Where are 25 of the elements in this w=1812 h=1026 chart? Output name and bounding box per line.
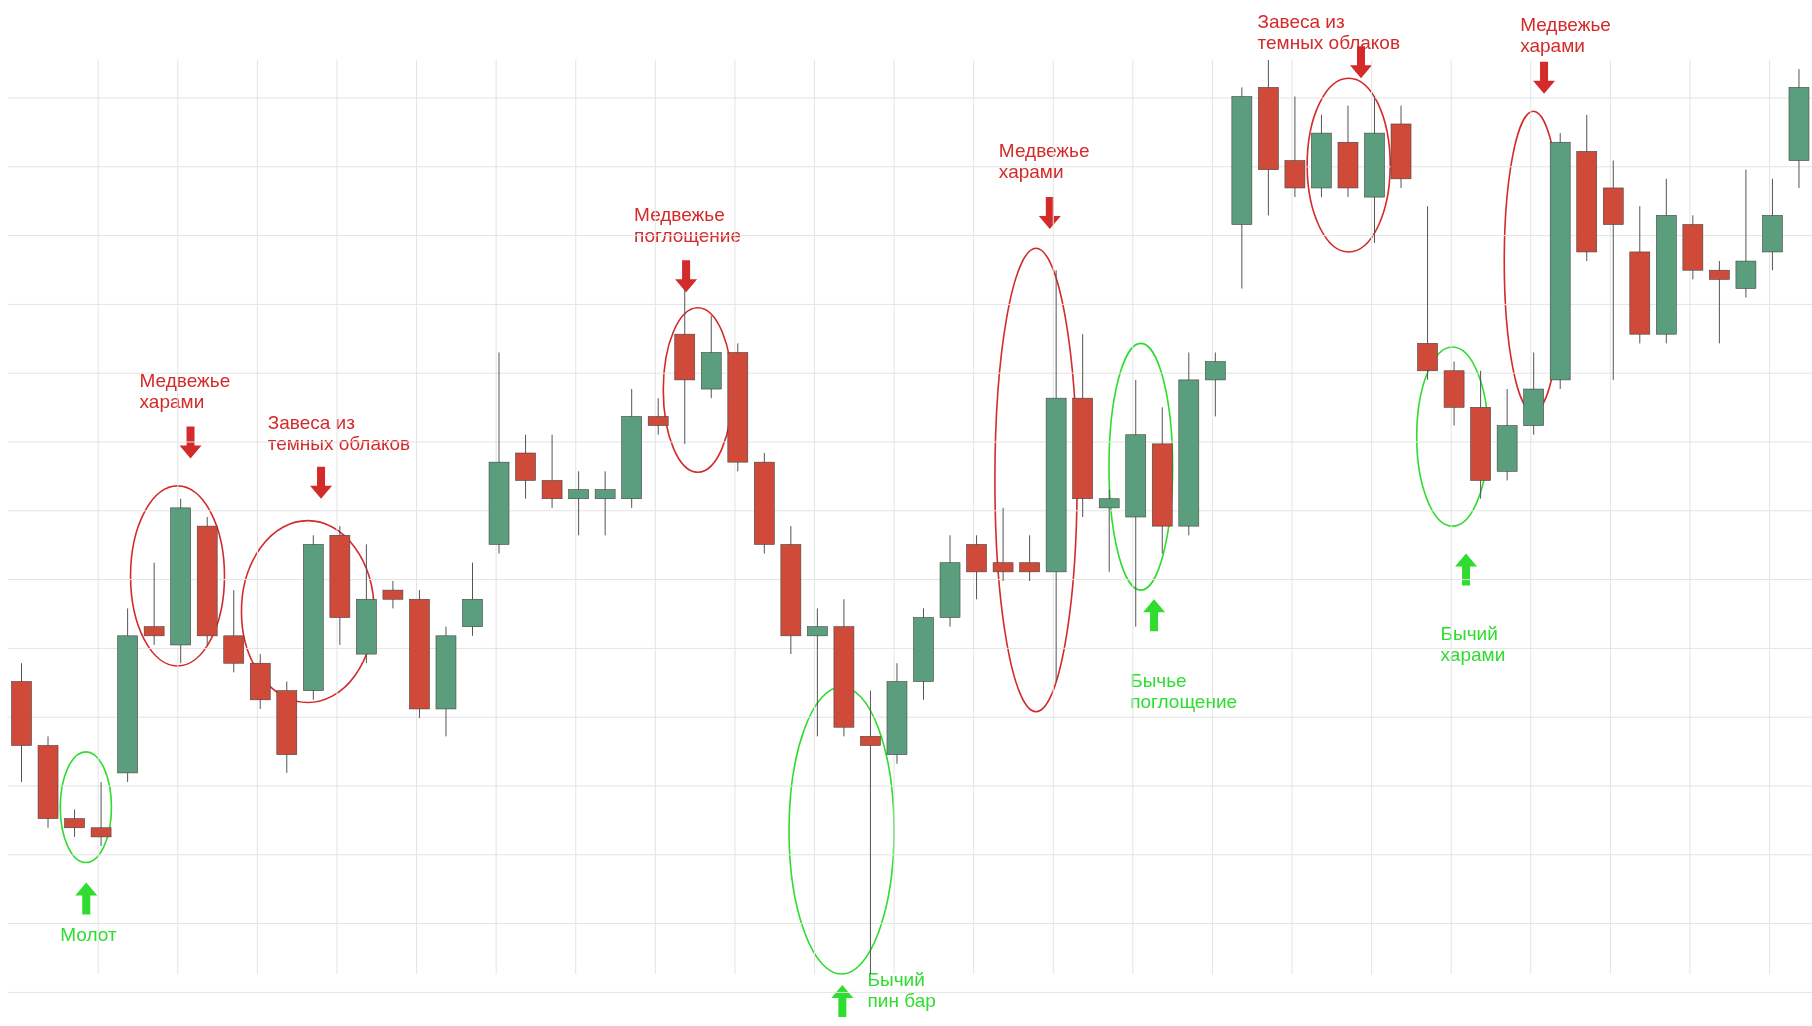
candlestick [382,580,404,609]
annotation: Молот [60,923,117,945]
candlestick [647,397,669,436]
annotation: Медвежье харами [139,369,231,412]
candlestick [143,562,165,646]
annotation: Бычий пин бар [867,969,936,1012]
candlestick [860,690,881,974]
annotation: Медвежье поглощение [634,204,741,247]
candlestick [1709,260,1730,344]
candlestick [90,781,112,847]
candlestick [992,507,1014,582]
annotation: Бычье поглощение [1130,669,1238,712]
candlestick [1019,534,1040,582]
candlestick [1098,489,1120,573]
candlestick [594,470,616,536]
annotation: Завеса из темных облаков [267,411,411,454]
candlestick [568,470,589,536]
text: Медвежье харами [1520,14,1611,57]
candlestick [64,808,85,838]
candlestick [807,607,828,737]
candlestick [541,434,563,509]
text: Завеса из темных облаков [1257,10,1401,53]
candlestick [1205,351,1226,417]
annotation: Медвежье харами [998,139,1090,182]
annotation: Бычий харами [1440,623,1506,666]
